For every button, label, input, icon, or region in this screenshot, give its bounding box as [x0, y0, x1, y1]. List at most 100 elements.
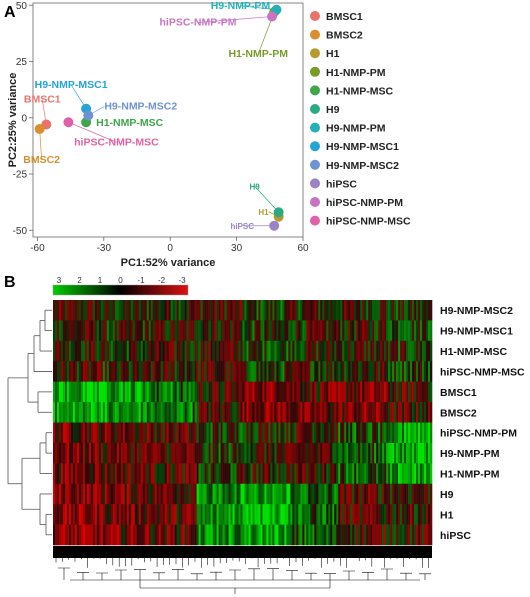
- heatmap-cell: [134, 340, 138, 362]
- heatmap-cell: [376, 524, 379, 546]
- heatmap-cell: [298, 504, 301, 525]
- heatmap-cell: [256, 381, 259, 403]
- heatmap-cell: [152, 442, 156, 464]
- point-h9-nmp-msc2: [83, 110, 94, 121]
- heatmap-cell: [86, 320, 90, 342]
- heatmap-cell: [360, 340, 363, 362]
- heatmap-cell: [252, 463, 255, 485]
- heatmap-cell: [232, 504, 235, 525]
- legend-swatch: [310, 159, 320, 170]
- heatmap-cell: [318, 504, 321, 525]
- heatmap-cell: [370, 300, 373, 321]
- heatmap-cell: [174, 402, 177, 423]
- heatmap-cell: [244, 524, 247, 546]
- heatmap-cell: [164, 422, 167, 444]
- heatmap-cell: [126, 504, 130, 525]
- heatmap-cell: [142, 340, 146, 362]
- heatmap-cell: [244, 340, 247, 362]
- heatmap-cell: [164, 361, 167, 382]
- heatmap-cell: [250, 422, 253, 444]
- heatmap-cell: [350, 483, 353, 505]
- heatmap-cell: [208, 504, 211, 525]
- heatmap-cell: [66, 483, 70, 505]
- heatmap-cell: [88, 463, 92, 485]
- heatmap-cell: [390, 402, 393, 423]
- heatmap-cell: [380, 340, 383, 362]
- heatmap-cell: [352, 300, 355, 321]
- heatmap-cell: [354, 340, 357, 362]
- heatmap-cell: [268, 442, 271, 464]
- heatmap-cell: [370, 524, 373, 546]
- heatmap-cell: [108, 524, 112, 546]
- heatmap-cell: [316, 524, 319, 546]
- heatmap-cell: [306, 340, 309, 362]
- heatmap-cell: [90, 524, 94, 546]
- heatmap-cell: [218, 442, 221, 464]
- heatmap-cell: [330, 300, 333, 321]
- heatmap-cell: [384, 504, 387, 525]
- heatmap-cell: [422, 402, 425, 423]
- heatmap-cell: [308, 504, 311, 525]
- heatmap-cell: [354, 361, 357, 382]
- heatmap-cell: [110, 463, 114, 485]
- heatmap-cell: [144, 320, 148, 342]
- heatmap-cell: [88, 422, 92, 444]
- x-tick-label: 30: [231, 243, 243, 254]
- heatmap-cell: [262, 300, 265, 321]
- heatmap-cell: [172, 422, 175, 444]
- heatmap-cell: [88, 340, 92, 362]
- heatmap-cell: [128, 483, 132, 505]
- heatmap-cell: [334, 483, 337, 505]
- heatmap-cell: [380, 402, 383, 423]
- heatmap-cell: [308, 483, 311, 505]
- heatmap-cell: [336, 524, 339, 546]
- heatmap-cell: [198, 524, 201, 546]
- heatmap-cell: [272, 320, 275, 342]
- heatmap-cell: [368, 463, 371, 485]
- heatmap-cell: [304, 463, 307, 485]
- heatmap-cell: [188, 300, 191, 321]
- heatmap-cell: [258, 422, 261, 444]
- heatmap-cell: [300, 402, 303, 423]
- heatmap-cell: [378, 463, 381, 485]
- heatmap-cell: [348, 422, 351, 444]
- heatmap-cell: [212, 361, 215, 382]
- heatmap-cell: [296, 463, 299, 485]
- heatmap-cell: [58, 361, 62, 382]
- heatmap-cell: [272, 483, 275, 505]
- heatmap-cell: [158, 361, 162, 382]
- heatmap-cell: [284, 422, 287, 444]
- heatmap-cell: [334, 361, 337, 382]
- heatmap-cell: [184, 463, 187, 485]
- heatmap-cell: [368, 300, 371, 321]
- heatmap-cell: [206, 422, 209, 444]
- heatmap-cell: [310, 422, 313, 444]
- heatmap-cell: [350, 320, 353, 342]
- heatmap-cell: [214, 361, 217, 382]
- heatmap-cell: [176, 504, 179, 525]
- point-label-h9: H9: [250, 182, 261, 191]
- heatmap-cell: [266, 504, 269, 525]
- heatmap-cell: [130, 300, 134, 321]
- heatmap-cell: [96, 422, 100, 444]
- heatmap-cell: [422, 422, 425, 444]
- heatmap-cell: [276, 442, 279, 464]
- heatmap-cell: [398, 504, 401, 525]
- heatmap-cell: [58, 340, 62, 362]
- heatmap-cell: [94, 381, 98, 403]
- heatmap-cell: [116, 442, 120, 464]
- heatmap-cell: [340, 463, 343, 485]
- heatmap-cell: [322, 320, 325, 342]
- heatmap-cell: [344, 422, 347, 444]
- heatmap-cell: [82, 381, 86, 403]
- heatmap-cell: [224, 402, 227, 423]
- heatmap-cell: [308, 361, 311, 382]
- heatmap-cell: [236, 340, 239, 362]
- heatmap-cell: [108, 463, 112, 485]
- heatmap-cell: [364, 320, 367, 342]
- heatmap-cell: [334, 320, 337, 342]
- heatmap-cell: [278, 361, 281, 382]
- heatmap-cell: [404, 463, 407, 485]
- heatmap-cell: [140, 361, 144, 382]
